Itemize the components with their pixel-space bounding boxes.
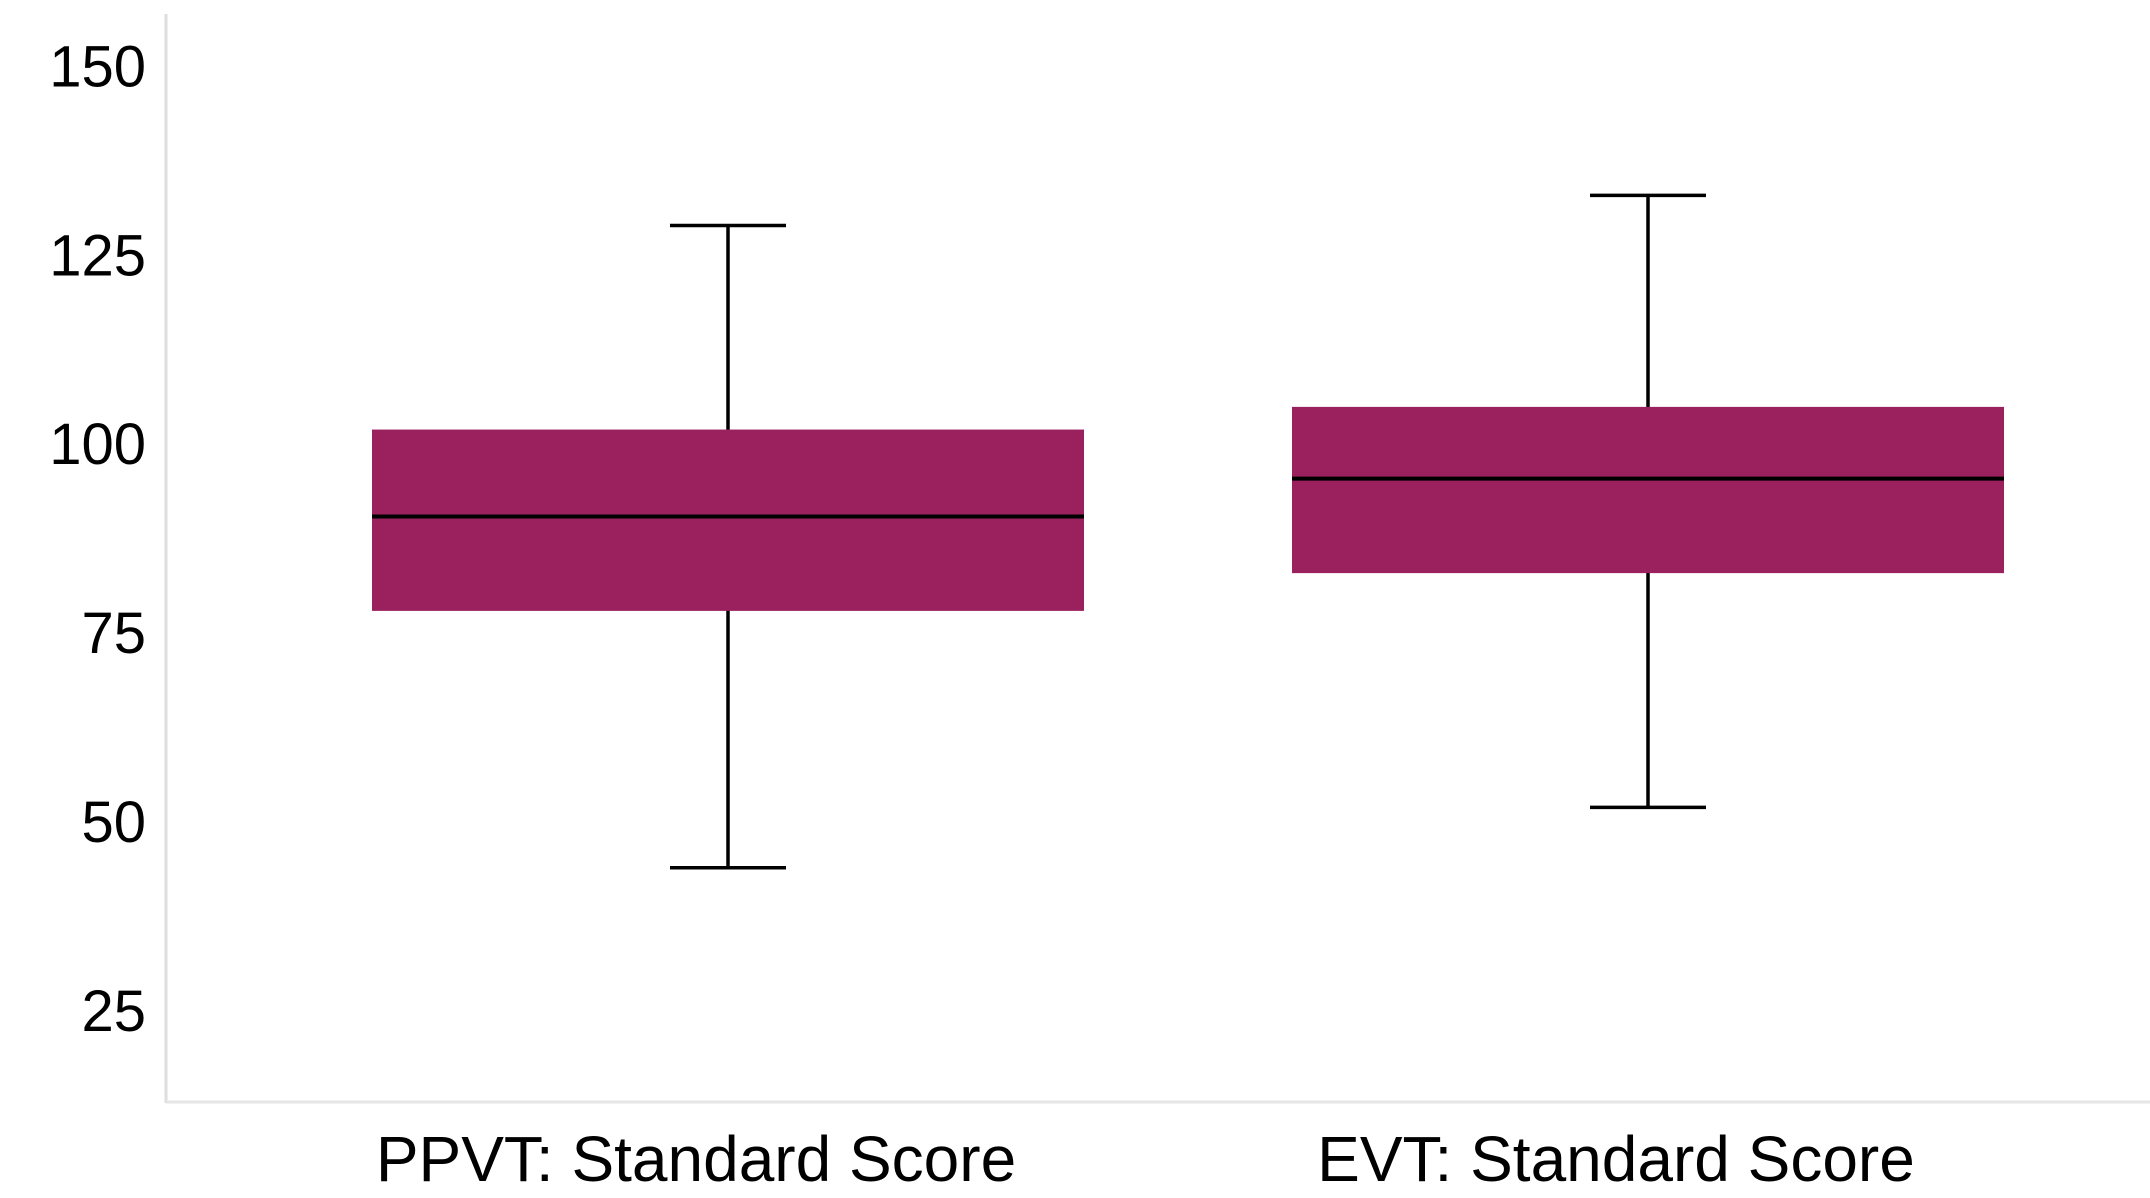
- x-axis-categories: PPVT: Standard Score EVT: Standard Score: [376, 1123, 1915, 1195]
- iqr-box: [1292, 406, 2004, 574]
- x-category-label: EVT: Standard Score: [1317, 1123, 1915, 1195]
- y-tick-label: 125: [49, 223, 146, 288]
- y-tick-label: 75: [81, 601, 146, 666]
- x-category-label: PPVT: Standard Score: [376, 1123, 1016, 1195]
- y-tick-label: 25: [81, 979, 146, 1044]
- y-axis-ticks: 25 50 75 100 125 150: [49, 34, 146, 1043]
- y-tick-label: 150: [49, 34, 146, 99]
- box-series: [372, 193, 2004, 870]
- y-tick-label: 100: [49, 412, 146, 477]
- iqr-box: [372, 429, 1084, 611]
- box-group: [372, 223, 1084, 870]
- box-group: [1292, 193, 2004, 810]
- y-tick-label: 50: [81, 790, 146, 855]
